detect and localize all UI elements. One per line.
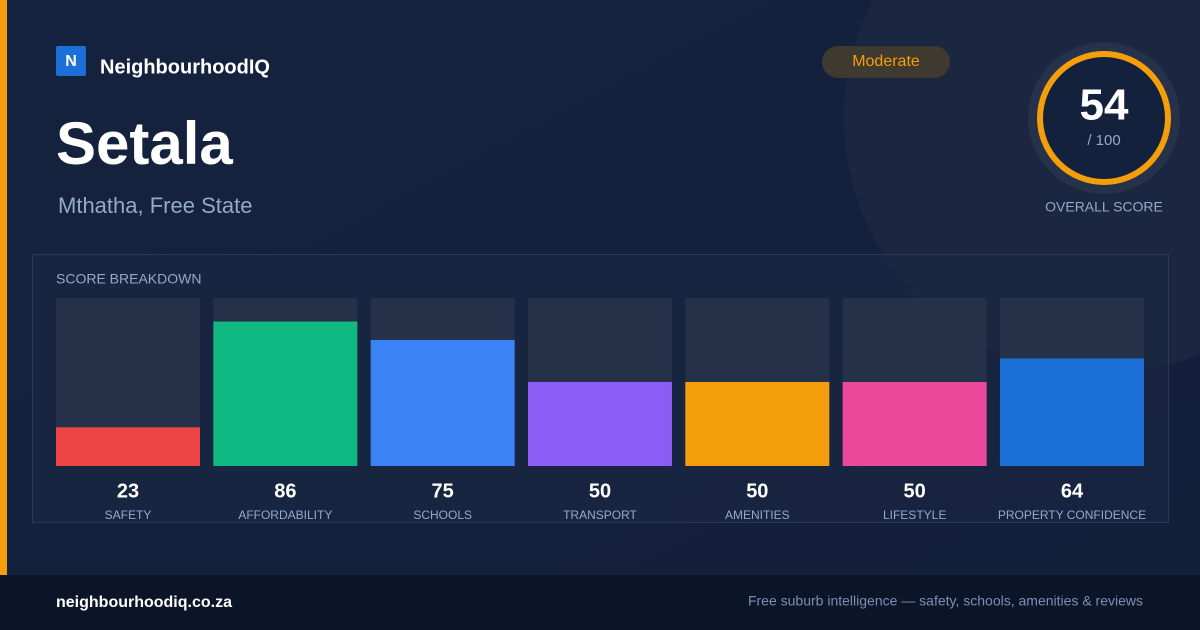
category-label: AFFORDABILITY: [238, 508, 332, 522]
brand: NeighbourhoodIQ: [100, 56, 270, 78]
bar: [370, 340, 515, 466]
bar: [527, 382, 672, 466]
footer-tagline: Free suburb intelligence — safety, schoo…: [748, 593, 1143, 609]
category-label: TRANSPORT: [563, 508, 637, 522]
category-label: LIFESTYLE: [883, 508, 946, 522]
accent-stripe: [0, 0, 7, 575]
overall-label: OVERALL SCORE: [1045, 199, 1163, 215]
value-label: 50: [746, 480, 768, 502]
category-label: SCHOOLS: [413, 508, 472, 522]
place-location: Mthatha, Free State: [58, 193, 252, 218]
score-ring: [1037, 51, 1171, 185]
value-label: 50: [589, 480, 611, 502]
footer: [0, 575, 1200, 630]
badge-text: Moderate: [852, 53, 920, 70]
value-label: 23: [117, 480, 139, 502]
logo: [56, 46, 86, 76]
footer-site: neighbourhoodiq.co.za: [56, 594, 232, 611]
place-name: Setala: [56, 110, 233, 177]
bar: [685, 382, 830, 466]
category-label: PROPERTY CONFIDENCE: [998, 508, 1146, 522]
bar: [842, 382, 987, 466]
category-label: SAFETY: [105, 508, 152, 522]
bar: [213, 321, 358, 466]
value-label: 50: [904, 480, 926, 502]
bar: [999, 358, 1144, 466]
value-label: 86: [274, 480, 296, 502]
value-label: 64: [1061, 480, 1084, 502]
chart-title: SCORE BREAKDOWN: [56, 271, 201, 287]
category-label: AMENITIES: [725, 508, 790, 522]
value-label: 75: [432, 480, 454, 502]
badge: [822, 46, 950, 78]
logo-letter: N: [65, 53, 77, 70]
bar: [56, 427, 200, 466]
overall-score: 54: [1080, 81, 1129, 130]
overall-out-of: / 100: [1087, 132, 1120, 149]
